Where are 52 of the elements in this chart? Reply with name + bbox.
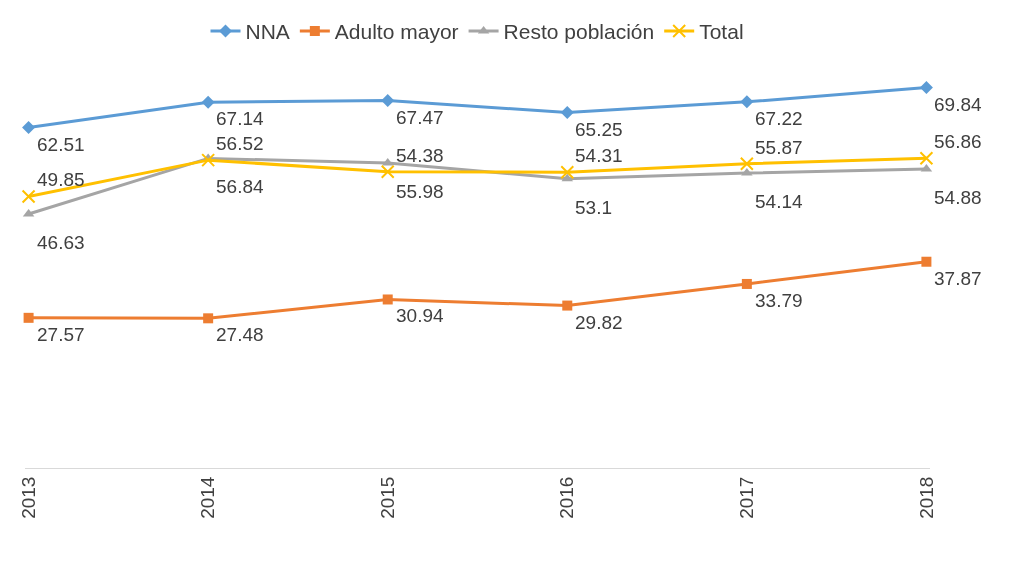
x-tick-label: 2016: [556, 476, 578, 519]
point: [22, 121, 36, 135]
point: [203, 313, 214, 324]
data-label: 37.87: [934, 268, 982, 289]
data-label: 65.25: [575, 119, 623, 140]
point: [382, 294, 393, 305]
data-label: 54.38: [396, 145, 444, 166]
data-label: 55.98: [396, 181, 444, 202]
data-label: 62.51: [37, 134, 85, 155]
data-label: 54.88: [934, 187, 982, 208]
data-label: 33.79: [755, 290, 803, 311]
x-tick-label: 2014: [197, 476, 219, 519]
data-label: 53.1: [575, 197, 612, 218]
x-tick-label: 2013: [17, 476, 39, 519]
data-label: 56.52: [216, 133, 264, 154]
data-label: 54.31: [575, 145, 623, 166]
point: [921, 256, 932, 267]
data-label: 46.63: [37, 232, 85, 253]
point: [740, 95, 754, 109]
legend-label: Total: [699, 20, 744, 44]
data-label: 67.47: [396, 107, 444, 128]
data-label: 67.14: [216, 108, 264, 129]
data-label: 55.87: [755, 137, 803, 158]
data-label: 54.14: [755, 191, 803, 212]
data-label: 29.82: [575, 312, 623, 333]
point: [919, 151, 934, 166]
point: [741, 278, 752, 289]
point: [21, 189, 36, 204]
point: [381, 94, 395, 108]
point: [919, 81, 933, 95]
point: [562, 300, 573, 311]
data-label: 27.57: [37, 324, 85, 345]
data-label: 49.85: [37, 169, 85, 190]
data-label: 56.84: [216, 176, 264, 197]
data-label: 69.84: [934, 94, 982, 115]
point: [739, 156, 754, 171]
data-label: 56.86: [934, 131, 982, 152]
point: [201, 95, 215, 109]
data-label: 67.22: [755, 108, 803, 129]
x-tick-label: 2018: [915, 476, 937, 519]
x-tick-label: 2017: [736, 476, 758, 519]
legend-label: NNA: [245, 20, 290, 44]
data-label: 27.48: [216, 324, 264, 345]
point: [560, 165, 575, 180]
point: [380, 164, 395, 179]
legend-label: Adulto mayor: [334, 20, 459, 44]
point: [201, 153, 216, 168]
legend-label: Resto población: [503, 20, 655, 44]
data-label: 30.94: [396, 305, 444, 326]
point: [560, 106, 574, 120]
x-tick-label: 2015: [376, 476, 398, 519]
point: [23, 312, 34, 323]
